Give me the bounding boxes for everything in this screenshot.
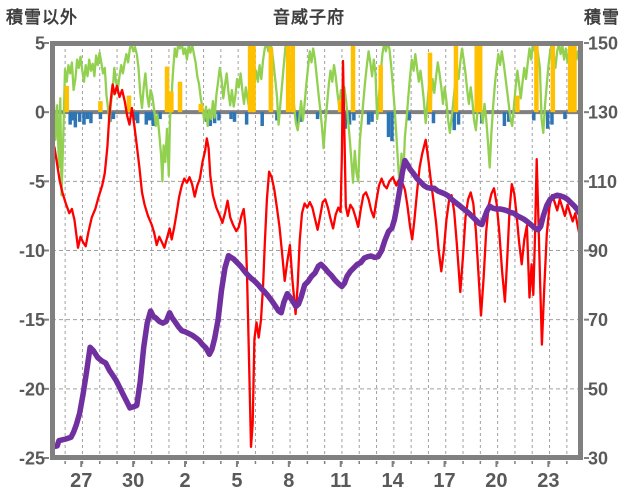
right-axis-tick-label: 50 — [588, 379, 608, 399]
orange-bar — [198, 103, 204, 113]
orange-bar — [285, 43, 291, 113]
right-axis-tick-label: 90 — [588, 241, 608, 261]
orange-bar — [337, 99, 343, 113]
blue-bar — [545, 112, 550, 129]
blue-bar — [506, 112, 511, 122]
orange-bar — [567, 43, 573, 113]
orange-bar — [350, 43, 356, 113]
orange-bar — [64, 85, 69, 113]
blue-bar — [563, 112, 567, 120]
blue-bar — [229, 112, 233, 120]
left-axis-tick-label: -25 — [19, 449, 45, 469]
blue-bar — [71, 112, 75, 121]
left-axis-tick-label: -20 — [19, 379, 45, 399]
blue-bar — [135, 112, 140, 124]
left-axis-tick-label: -5 — [29, 172, 45, 192]
green-line — [52, 41, 581, 197]
right-axis-tick-label: 70 — [588, 310, 608, 330]
blue-bar — [347, 112, 352, 125]
blue-bar — [295, 112, 299, 125]
orange-bar — [572, 43, 577, 113]
blue-bar — [550, 112, 554, 125]
blue-bar — [82, 112, 86, 125]
blue-bar — [366, 112, 371, 125]
x-axis-tick-label: 23 — [537, 470, 559, 492]
blue-bar — [407, 112, 411, 121]
orange-bar — [98, 101, 103, 113]
left-axis-tick-label: -10 — [19, 241, 45, 261]
blue-bar — [73, 112, 78, 128]
blue-bar — [147, 112, 152, 121]
orange-bar — [474, 43, 479, 113]
plot-border — [50, 41, 583, 460]
orange-bar — [378, 65, 383, 113]
orange-bar — [169, 91, 174, 113]
orange-bar — [247, 44, 253, 113]
blue-bar — [111, 112, 116, 120]
blue-bar — [431, 112, 436, 124]
blue-bar — [532, 112, 536, 121]
left-axis-tick-label: 0 — [35, 103, 45, 123]
blue-bar — [275, 112, 279, 121]
blue-bar — [217, 112, 221, 121]
red-line — [52, 59, 581, 449]
blue-bar — [370, 112, 374, 122]
x-axis-tick-label: 20 — [485, 470, 507, 492]
snow-depth-line — [52, 157, 581, 450]
orange-bar — [126, 95, 132, 113]
orange-bar — [268, 47, 274, 113]
left-axis-tick-label: 5 — [35, 34, 45, 54]
left-axis-tick-label: -15 — [19, 310, 45, 330]
x-axis-tick-label: 5 — [231, 470, 242, 492]
blue-bar — [232, 112, 237, 122]
blue-bar — [390, 112, 394, 142]
right-axis-tick-label: 30 — [588, 449, 608, 469]
blue-bar — [502, 112, 507, 126]
orange-bar — [177, 81, 183, 113]
right-axis-title: 積雪 — [584, 8, 620, 27]
blue-bar — [151, 112, 155, 126]
orange-bar — [290, 43, 296, 113]
x-axis-tick-label: 30 — [122, 470, 144, 492]
x-axis-tick-label: 2 — [179, 470, 190, 492]
orange-bar — [550, 43, 556, 113]
x-axis-tick-label: 17 — [433, 470, 455, 492]
blue-bar — [89, 112, 93, 124]
x-axis-tick-label: 11 — [330, 470, 351, 492]
blue-bar — [98, 112, 103, 120]
x-axis-tick-label: 14 — [382, 470, 405, 492]
blue-bar — [352, 112, 356, 121]
left-axis-title: 積雪以外 — [6, 8, 78, 27]
x-axis-tick-label: 27 — [70, 470, 92, 492]
blue-bar — [456, 112, 461, 125]
x-axis-tick-label: 8 — [283, 470, 294, 492]
orange-bar — [164, 66, 170, 113]
orange-bar — [477, 43, 483, 113]
orange-bar — [427, 52, 433, 113]
orange-bar — [534, 43, 539, 113]
blue-bar — [386, 112, 391, 138]
blue-bar — [77, 112, 82, 122]
orange-bar — [515, 95, 520, 113]
blue-bar — [244, 112, 249, 125]
blue-bar — [299, 112, 303, 122]
blue-bar — [158, 112, 162, 120]
orange-bar — [251, 44, 256, 113]
blue-bar — [85, 112, 90, 120]
right-axis-tick-label: 110 — [588, 172, 617, 192]
blue-bar — [315, 112, 320, 120]
blue-bar — [452, 112, 456, 131]
blue-bar — [260, 112, 264, 126]
blue-bar — [68, 112, 72, 125]
orange-bar — [453, 44, 459, 113]
chart-title: 音威子府 — [273, 8, 345, 27]
blue-bar — [144, 112, 149, 125]
right-axis-tick-label: 130 — [588, 103, 618, 123]
right-axis-tick-label: 150 — [588, 34, 618, 54]
